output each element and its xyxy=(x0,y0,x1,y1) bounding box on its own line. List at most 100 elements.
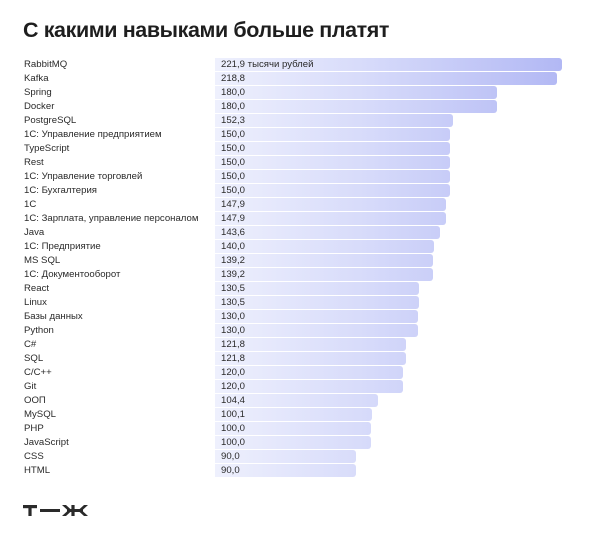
value-label: 104,4 xyxy=(221,395,246,406)
bar xyxy=(215,128,450,141)
category-label: 1С: Управление предприятием xyxy=(24,129,162,140)
bar xyxy=(215,352,406,365)
value-label: 130,5 xyxy=(221,297,246,308)
value-label: 130,0 xyxy=(221,325,246,336)
category-label: Docker xyxy=(24,101,55,112)
bar xyxy=(215,240,434,253)
bar xyxy=(215,226,440,239)
bar xyxy=(215,142,450,155)
category-label: C# xyxy=(24,339,37,350)
chart-row: MS SQL 139,2 xyxy=(0,254,600,268)
bar xyxy=(215,296,420,309)
chart-row: Базы данных 130,0 xyxy=(0,310,600,324)
bar xyxy=(215,100,497,113)
value-label: 147,9 xyxy=(221,213,246,224)
chart-row: 1С: Управление предприятием 150,0 xyxy=(0,128,600,142)
category-label: TypeScript xyxy=(24,143,70,154)
chart-row: Docker 180,0 xyxy=(0,100,600,114)
bar xyxy=(215,72,558,85)
tzh-logo: т—ж xyxy=(23,498,89,522)
category-label: ООП xyxy=(24,395,46,406)
value-label: 130,5 xyxy=(221,283,246,294)
chart-row: RabbitMQ 221,9 тысячи рублей xyxy=(0,58,600,72)
category-label: Rest xyxy=(24,157,44,168)
category-label: CSS xyxy=(24,451,44,462)
tzh-logo-icon xyxy=(23,505,88,516)
bar xyxy=(215,156,450,169)
chart-row: TypeScript 150,0 xyxy=(0,142,600,156)
category-label: MySQL xyxy=(24,409,56,420)
bar xyxy=(215,436,372,449)
bar xyxy=(215,184,450,197)
chart-row: SQL 121,8 xyxy=(0,352,600,366)
category-label: Базы данных xyxy=(24,311,83,322)
bar xyxy=(215,268,433,281)
category-label: PostgreSQL xyxy=(24,115,77,126)
value-label: 143,6 xyxy=(221,227,246,238)
chart-row: JavaScript 100,0 xyxy=(0,436,600,450)
chart-row: Kafka 218,8 xyxy=(0,72,600,86)
value-label: 152,3 xyxy=(221,115,246,126)
bar xyxy=(215,394,379,407)
bar xyxy=(215,114,454,127)
bar xyxy=(215,282,420,295)
bar xyxy=(215,464,356,477)
value-label: 100,1 xyxy=(221,409,246,420)
value-label: 120,0 xyxy=(221,381,246,392)
chart-row: PHP 100,0 xyxy=(0,422,600,436)
value-label: 150,0 xyxy=(221,185,246,196)
category-label: C/C++ xyxy=(24,367,52,378)
value-label: 180,0 xyxy=(221,87,246,98)
category-label: JavaScript xyxy=(24,437,69,448)
category-label: 1С: Зарплата, управление персоналом xyxy=(24,213,199,224)
category-label: HTML xyxy=(24,465,51,476)
value-label: 120,0 xyxy=(221,367,246,378)
value-label: 100,0 xyxy=(221,437,246,448)
value-label: 221,9 тысячи рублей xyxy=(221,59,314,70)
category-label: Git xyxy=(24,381,37,392)
value-label: 150,0 xyxy=(221,143,246,154)
value-label: 139,2 xyxy=(221,255,246,266)
category-label: Kafka xyxy=(24,73,49,84)
value-label: 180,0 xyxy=(221,101,246,112)
bar xyxy=(215,380,403,393)
chart-row: Java 143,6 xyxy=(0,226,600,240)
bar xyxy=(215,422,372,435)
category-label: Python xyxy=(24,325,54,336)
value-label: 150,0 xyxy=(221,171,246,182)
value-label: 218,8 xyxy=(221,73,246,84)
category-label: SQL xyxy=(24,353,44,364)
value-label: 150,0 xyxy=(221,129,246,140)
bar xyxy=(215,366,403,379)
bar-chart: RabbitMQ 221,9 тысячи рублей Kafka 218,8 Spr… xyxy=(0,58,600,478)
chart-row: React 130,5 xyxy=(0,282,600,296)
category-label: MS SQL xyxy=(24,255,61,266)
chart-title: С какими навыками больше платят xyxy=(23,18,390,42)
category-label: 1С: Бухгалтерия xyxy=(24,185,98,196)
chart-row: 1С: Предприятие 140,0 xyxy=(0,240,600,254)
value-label: 130,0 xyxy=(221,311,246,322)
bar xyxy=(215,198,447,211)
value-label: 121,8 xyxy=(221,353,246,364)
chart-row: 1С: Бухгалтерия 150,0 xyxy=(0,184,600,198)
category-label: 1С: Управление торговлей xyxy=(24,171,143,182)
bar xyxy=(215,86,497,99)
category-label: 1С xyxy=(24,199,37,210)
chart-row: CSS 90,0 xyxy=(0,450,600,464)
category-label: React xyxy=(24,283,50,294)
bar xyxy=(215,324,419,337)
chart-row: 1С: Документооборот 139,2 xyxy=(0,268,600,282)
chart-row: 1С 147,9 xyxy=(0,198,600,212)
value-label: 121,8 xyxy=(221,339,246,350)
bar xyxy=(215,338,406,351)
bar xyxy=(215,310,419,323)
value-label: 100,0 xyxy=(221,423,246,434)
category-label: PHP xyxy=(24,423,44,434)
chart-row: 1С: Зарплата, управление персоналом 147,9 xyxy=(0,212,600,226)
chart-row: HTML 90,0 xyxy=(0,464,600,478)
chart-row: Linux 130,5 xyxy=(0,296,600,310)
category-label: Spring xyxy=(24,87,52,98)
category-label: RabbitMQ xyxy=(24,59,68,70)
category-label: Java xyxy=(24,227,45,238)
category-label: 1С: Предприятие xyxy=(24,241,101,252)
